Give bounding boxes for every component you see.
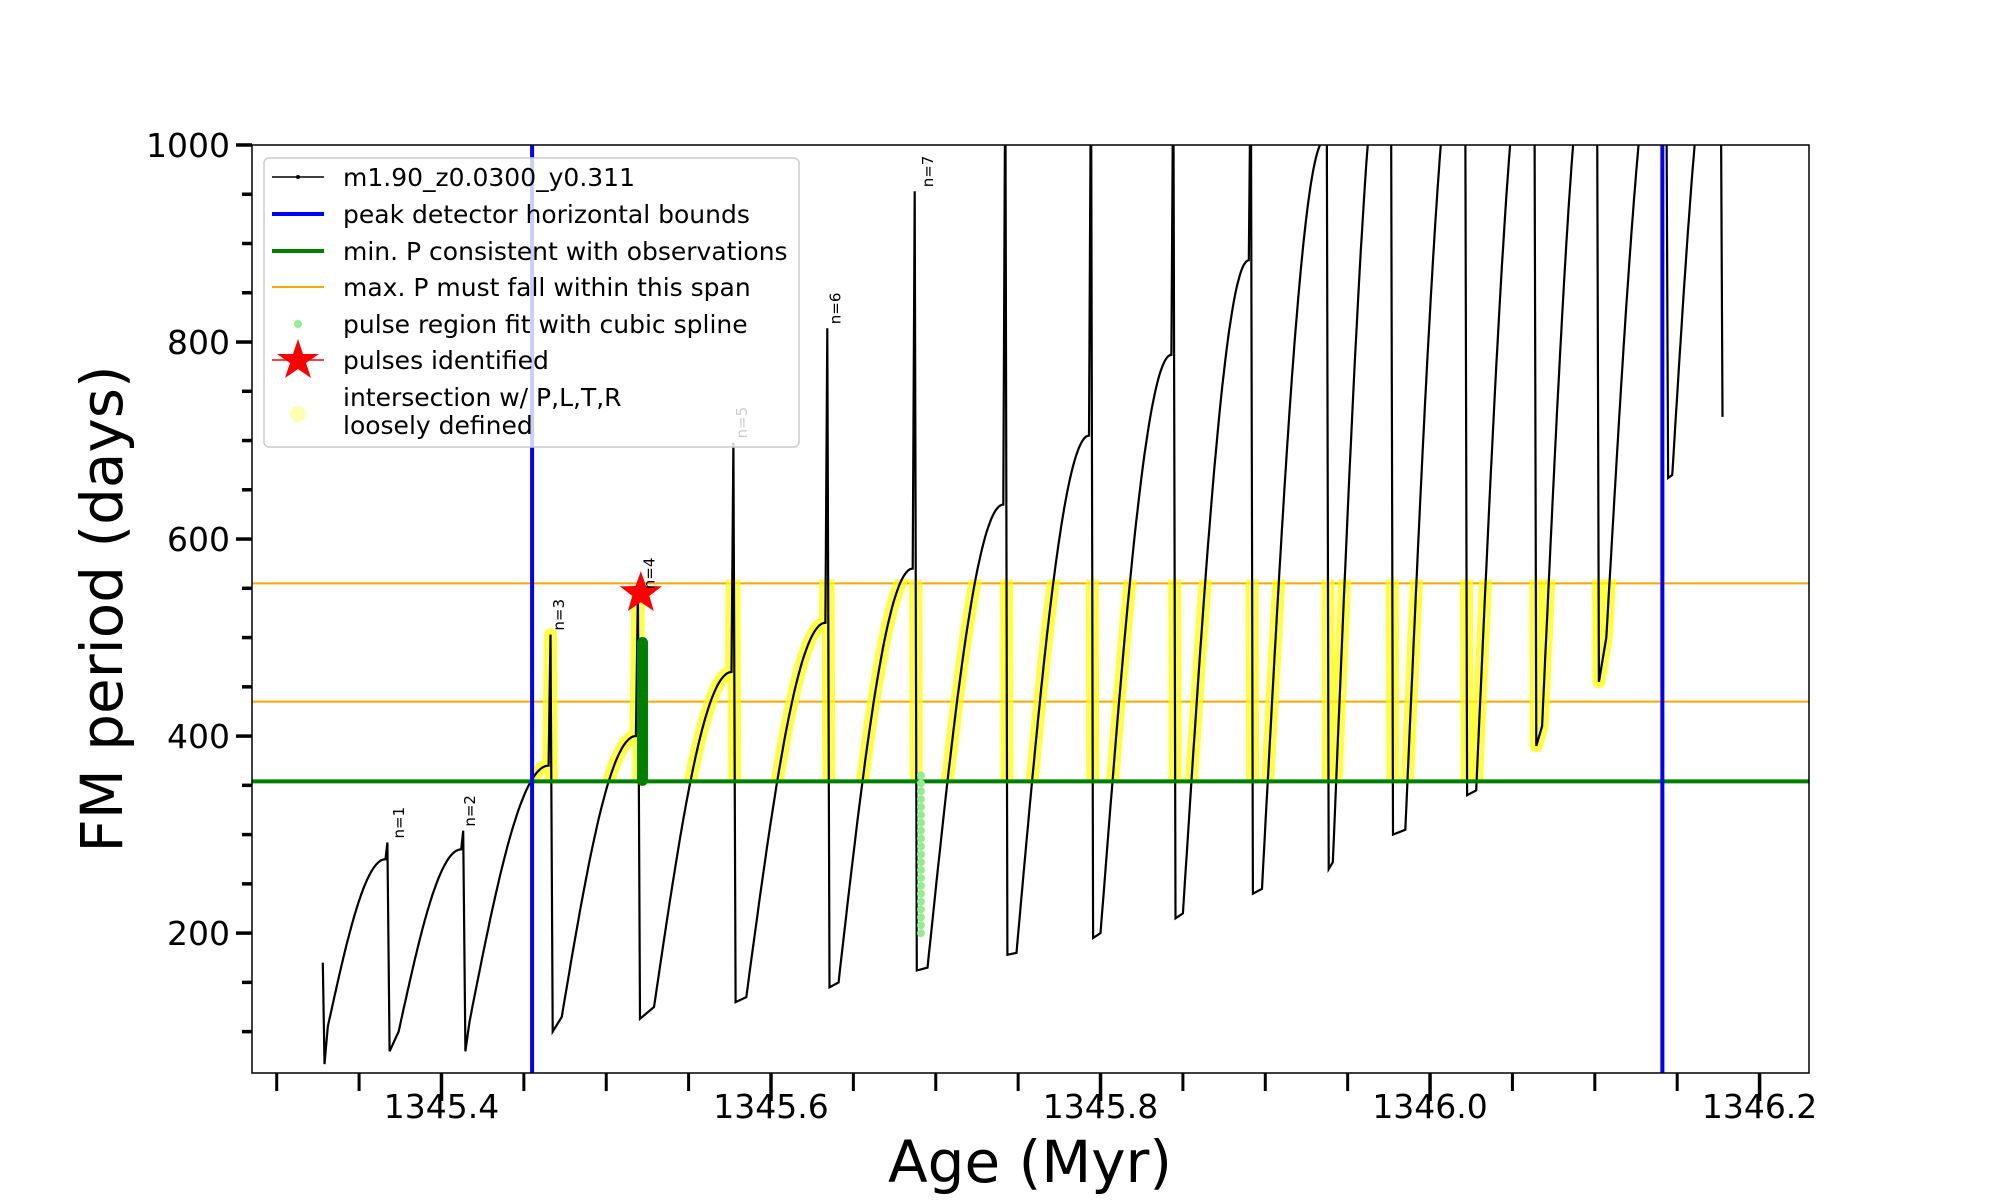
axes: 1345.4 1345.6 1345.8 1346.0 1346.2 200 400 600 8… [146,126,1817,1126]
x-tick-label: 1345.4 [384,1087,499,1126]
model-curve [321,145,1724,1065]
spline-fit-point [916,787,925,796]
spline-fit-point [916,858,925,867]
spline-fit-point [916,873,925,882]
legend-dot-black [296,175,300,179]
pulse-number-label: n=1 [390,807,408,839]
legend-label: max. P must fall within this span [343,273,751,302]
x-axis-label: Age (Myr) [888,1128,1172,1196]
x-tick-label: 1345.6 [713,1087,828,1126]
legend: m1.90_z0.0300_y0.311 peak detector horiz… [263,157,800,448]
y-tick-label: 800 [167,323,230,362]
pulse-number-label: n=4 [640,558,658,590]
pulse-number-label: n=2 [461,795,479,827]
legend-box [263,157,800,448]
pulse-star-icon [619,571,662,611]
pulse-number-label: n=3 [550,599,568,631]
spline-fit-point [916,850,925,859]
y-axis-label: FM period (days) [68,365,136,852]
legend-label: m1.90_z0.0300_y0.311 [343,163,635,192]
spline-fit-point [916,795,925,804]
legend-star-icon [277,339,319,378]
legend-label: min. P consistent with observations [343,237,788,266]
pulse-number-label: n=7 [919,156,937,188]
plot-frame [251,144,1810,1074]
spline-fit-point [916,881,925,890]
y-tick-label: 600 [167,520,230,559]
y-tick-label: 400 [167,717,230,756]
x-tick-label: 1346.2 [1702,1087,1817,1126]
legend-entry-max-p-span: max. P must fall within this span [272,273,751,302]
y-tick-label: 1000 [146,126,230,165]
legend-entry-min-p: min. P consistent with observations [272,237,788,266]
spline-fit-point [916,803,925,812]
spline-fit-point [916,779,925,788]
legend-dot-lightgreen [294,320,302,328]
x-tick-label: 1346.0 [1372,1087,1487,1126]
spline-fit-point [916,889,925,898]
spline-fit-point [916,834,925,843]
pulse-number-label: n=6 [827,293,845,325]
legend-label: intersection w/ P,L,T,R [343,383,622,412]
legend-label: pulses identified [343,346,549,375]
spline-fit-point [916,842,925,851]
x-tick-label: 1345.8 [1043,1087,1158,1126]
spline-fit-point [916,905,925,914]
plot-marks: n=1n=2n=3n=4n=5n=6n=7 [252,145,1809,1073]
spline-fit-point [916,929,925,938]
legend-entry-pulses: pulses identified [272,339,549,378]
legend-label: pulse region fit with cubic spline [343,310,748,339]
spline-fit-point [916,810,925,819]
spline-fit-point [916,826,925,835]
y-tick-label: 200 [167,914,230,953]
legend-entry-model: m1.90_z0.0300_y0.311 [272,163,635,192]
legend-dot-paleyellow [290,406,306,422]
legend-entry-spline: pulse region fit with cubic spline [294,310,748,339]
spline-fit-point [916,913,925,922]
spline-fit-point [916,818,925,827]
spline-fit-point [916,897,925,906]
legend-entry-intersection: intersection w/ P,L,T,R loosely defined [290,383,622,440]
spline-fit-point [916,771,925,780]
legend-label-line2: loosely defined [343,411,533,440]
legend-entry-peak-bounds: peak detector horizontal bounds [272,200,750,229]
spline-fit-point [916,921,925,930]
spline-fit-point [916,866,925,875]
legend-label: peak detector horizontal bounds [343,200,750,229]
